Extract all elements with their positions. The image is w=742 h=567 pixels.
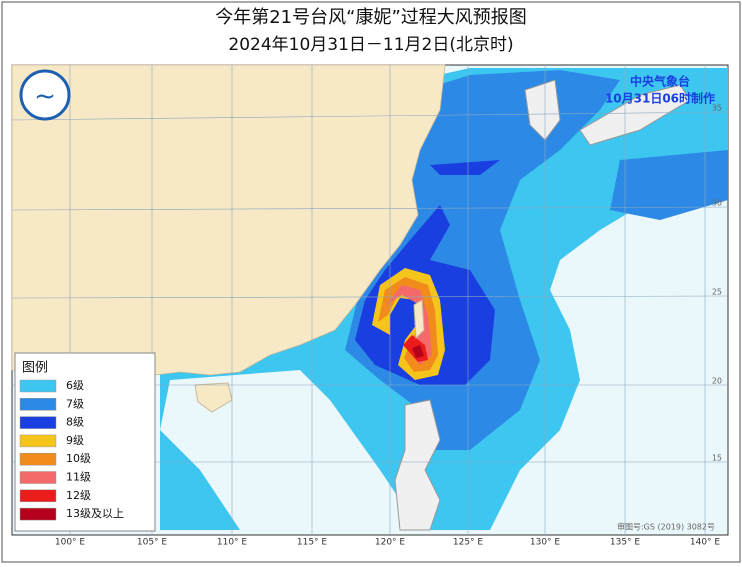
lon-label: 100° E	[55, 538, 86, 548]
legend-label: 7级	[66, 397, 84, 410]
wind-area-13	[412, 345, 424, 358]
lat-label: 35	[712, 104, 722, 113]
issued-time: 10月31日06时制作	[605, 91, 715, 106]
legend-swatch	[19, 507, 57, 521]
legend-label: 13级及以上	[66, 507, 124, 520]
lat-label: 30	[712, 199, 722, 208]
wind-area-7	[610, 150, 728, 220]
lon-label: 140° E	[690, 538, 721, 548]
map-number: 审图号:GS (2019) 3082号	[617, 522, 715, 532]
lon-label: 110° E	[217, 538, 248, 548]
hainan	[194, 382, 233, 413]
legend-swatch	[19, 489, 57, 503]
map: ~ 中央气象台 10月31日06时制作 35 30 25 20 15 审图号:G…	[11, 64, 729, 536]
legend-swatch	[19, 416, 57, 429]
subtitle: 2024年10月31日－11月2日(北京时)	[228, 35, 513, 55]
taiwan	[413, 299, 425, 340]
korea-japan	[524, 79, 691, 146]
lat-label: 25	[712, 288, 722, 297]
legend-label: 11级	[66, 471, 91, 484]
wind-area-8	[355, 160, 500, 385]
legend-swatch	[19, 379, 57, 393]
legend-swatch	[19, 398, 57, 411]
lon-label: 120° E	[375, 538, 406, 548]
lon-label: 135° E	[610, 538, 641, 548]
lon-label: 115° E	[297, 538, 328, 548]
cma-logo-mark: ~	[34, 82, 56, 112]
legend-swatch	[19, 471, 57, 484]
agency-name: 中央气象台	[630, 74, 690, 89]
legend-label: 9级	[66, 434, 84, 447]
lon-label: 125° E	[453, 538, 484, 548]
legend-label: 6级	[66, 379, 84, 392]
legend-swatch	[19, 434, 57, 448]
lon-label: 130° E	[530, 538, 561, 548]
title: 今年第21号台风“康妮”过程大风预报图	[215, 7, 527, 28]
legend-label: 12级	[66, 489, 91, 502]
legend-label: 10级	[66, 452, 91, 465]
legend-label: 8级	[66, 416, 84, 429]
lat-label: 20	[712, 377, 722, 386]
lat-labels: 35 30 25 20 15	[712, 104, 722, 463]
luzon	[394, 399, 441, 531]
legend: 图例 6级 7级 8级 9级 10级 11级 12级 13级及以上	[14, 352, 156, 532]
legend-title: 图例	[22, 361, 48, 376]
lon-label: 105° E	[137, 538, 168, 548]
lat-label: 15	[712, 454, 722, 463]
lon-labels: 100° E 105° E 110° E 115° E 120° E 125° …	[55, 538, 721, 548]
cma-logo	[19, 69, 71, 121]
legend-swatch	[19, 452, 57, 466]
